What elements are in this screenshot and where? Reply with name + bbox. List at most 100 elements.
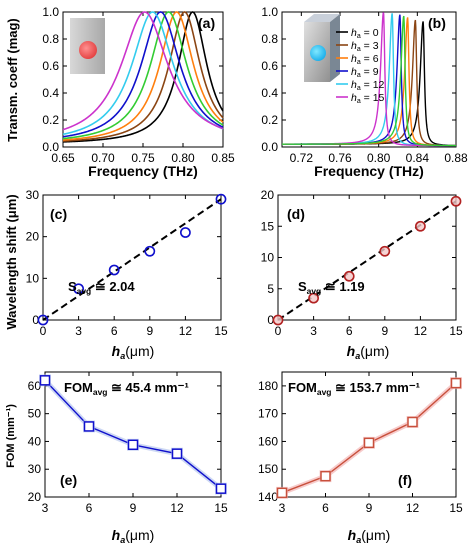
sensitivity-annotation-main: S [298, 279, 307, 294]
x-axis-label-e: ha(μm) [112, 527, 155, 545]
sensitivity-annotation-sub: avg [77, 286, 92, 296]
panel-e: 3 6 9 12 15 20 30 40 50 60 (e) FOMavg ≅ 45.4 mm⁻¹ [28, 371, 228, 515]
sensitivity-annotation: Savg ≅ 2.04 [68, 279, 135, 296]
y-tick-label: 0.6 [42, 59, 59, 73]
y-tick-label: 60 [28, 379, 42, 393]
panel-label: (e) [60, 472, 77, 488]
data-point [179, 227, 191, 238]
ha-label-h: h [348, 527, 357, 543]
y-tick-label: 0.2 [42, 113, 59, 127]
series-line-2 [62, 11, 224, 141]
y-tick-label: 5 [267, 282, 274, 296]
x-tick-label: 9 [146, 324, 153, 338]
data-point [379, 245, 391, 257]
x-tick-label: 15 [214, 501, 228, 515]
x-tick-label: 3 [42, 501, 49, 515]
data-point [407, 416, 418, 428]
panel-label: (b) [428, 15, 446, 31]
x-tick-label: 0.65 [51, 151, 75, 165]
x-tick-label: 0.80 [367, 151, 391, 165]
x-tick-label: 0 [275, 324, 282, 338]
y-tick-label: 15 [261, 219, 275, 233]
x-tick-label: 0.75 [131, 151, 155, 165]
y-tick-label: 40 [28, 434, 42, 448]
legend-entry: ha = 9 [351, 66, 379, 79]
panel-label: (f) [398, 472, 412, 488]
y-axis-label-shift: Wavelength shift (μm) [4, 194, 19, 329]
legend-entry: ha = 12 [351, 79, 385, 92]
linear-fit-line [277, 200, 457, 321]
legend-h: h [351, 53, 357, 65]
x-tick-label: 15 [449, 324, 463, 338]
data-point [363, 437, 375, 449]
panel-label: (c) [50, 206, 67, 222]
fom-annotation-main: FOM [288, 380, 317, 395]
fom-annotation-main: FOM [64, 380, 93, 395]
series-line-1 [62, 11, 224, 142]
y-tick-label: 20 [26, 230, 40, 244]
data-point [450, 377, 462, 389]
blue-particle-icon [310, 45, 326, 61]
legend-entry: ha = 6 [351, 53, 379, 66]
x-tick-label: 15 [214, 324, 228, 338]
y-tick-label: 0.2 [261, 113, 278, 127]
legend-h: h [351, 27, 357, 39]
panel-b: 0.72 0.76 0.80 0.84 0.88 0.0 0.2 0.4 0.6 0.8 1.0 (b… [261, 5, 468, 165]
x-tick-label: 0.80 [171, 151, 195, 165]
legend-h: h [351, 79, 357, 91]
sensitivity-annotation: Savg ≅ 1.19 [298, 279, 365, 296]
legend-h-sub: a [357, 46, 361, 53]
legend-value: = 0 [361, 27, 379, 39]
data-point [144, 245, 156, 257]
ha-label-unit: (μm) [361, 527, 390, 543]
y-tick-label: 20 [261, 188, 275, 202]
x-tick-label: 6 [86, 501, 93, 515]
legend-value: = 9 [361, 66, 379, 78]
y-tick-label: 0 [32, 313, 39, 327]
y-tick-label: 140 [258, 490, 278, 504]
y-tick-label: 0.4 [42, 86, 59, 100]
x-axis-label-a: Frequency (THz) [88, 163, 198, 179]
data-point [73, 283, 84, 295]
data-point [215, 483, 227, 494]
ha-label-unit: (μm) [125, 527, 154, 543]
x-axis-label-c: ha(μm) [112, 343, 155, 361]
y-tick-label: 10 [26, 271, 40, 285]
legend-value: = 6 [361, 53, 379, 65]
series-line-3 [62, 11, 224, 140]
y-tick-label: 160 [258, 434, 278, 448]
fom-annotation-value: ≅ 153.7 mm⁻¹ [331, 380, 420, 395]
y-tick-label: 0.0 [261, 140, 278, 154]
data-point [343, 270, 355, 282]
y-tick-label: 1.0 [42, 5, 59, 19]
x-tick-label: 0.70 [91, 151, 115, 165]
y-tick-label: 0.0 [42, 140, 59, 154]
panel-label: (a) [198, 15, 215, 31]
x-tick-label: 3 [75, 324, 82, 338]
panel-c: 0 3 6 9 12 15 0 10 20 30 (c) Savg ≅ 2.04 [26, 188, 228, 338]
y-tick-label: 0 [267, 313, 274, 327]
series-line-4 [62, 11, 224, 138]
data-point [320, 470, 331, 482]
data-point [450, 195, 462, 207]
legend-entry: ha = 0 [351, 27, 379, 40]
y-tick-label: 0.8 [261, 32, 278, 46]
y-tick-label: 10 [261, 251, 275, 265]
legend-h-sub: a [357, 98, 361, 105]
plot-frame [281, 11, 457, 148]
sensor-inset-top [304, 14, 340, 22]
series-line-0 [62, 11, 224, 143]
ha-label-sub: a [120, 351, 125, 361]
y-tick-label: 0.8 [42, 32, 59, 46]
legend-h-sub: a [357, 85, 361, 92]
x-tick-label: 6 [111, 324, 118, 338]
ha-label-sub: a [120, 535, 125, 545]
y-tick-label: 1.0 [261, 5, 278, 19]
y-tick-label: 50 [28, 407, 42, 421]
data-point [272, 314, 284, 326]
legend-value: = 3 [361, 40, 379, 52]
ha-label-h: h [112, 343, 121, 359]
y-tick-label: 170 [258, 407, 278, 421]
plot-frame [42, 194, 222, 321]
legend-h-sub: a [357, 59, 361, 66]
